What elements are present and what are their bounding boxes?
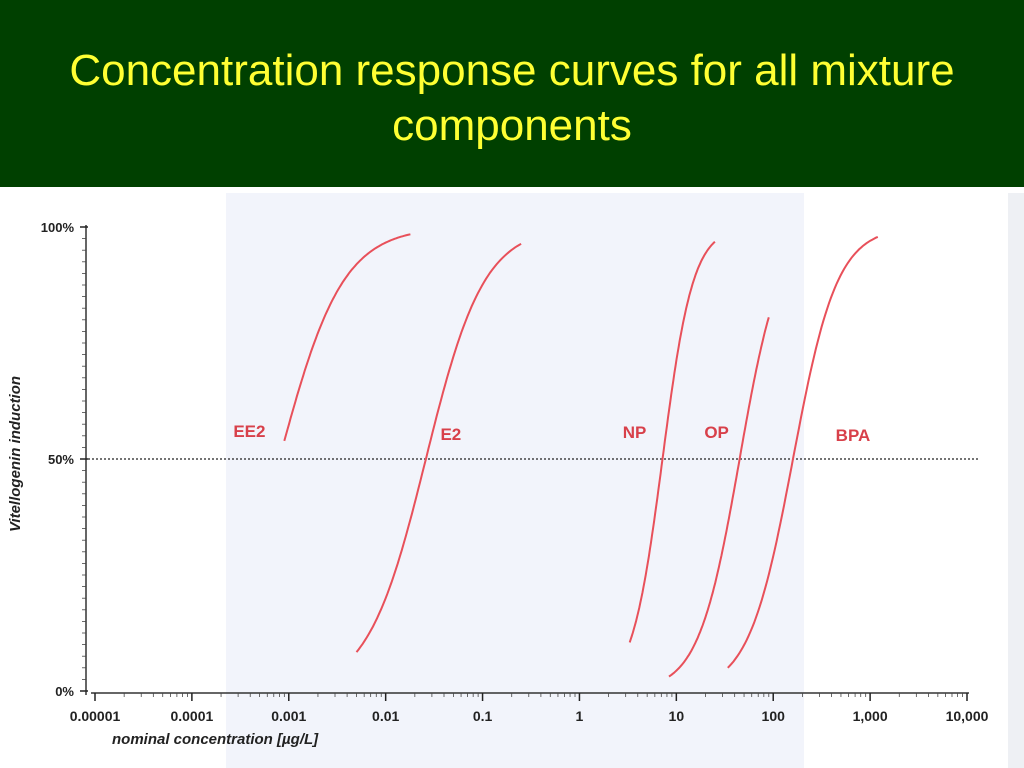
curve-ee2 [283,233,411,442]
x-tick-label: 0.01 [372,708,399,724]
y-tick-label: 50% [48,452,74,467]
right-edge-shade [1008,193,1024,768]
slide-title: Concentration response curves for all mi… [69,45,955,150]
x-tick-label: 1,000 [853,708,888,724]
curve-labels-group: EE2 E2 NP OP BPA [233,422,870,445]
x-tick-label: 1 [576,708,584,724]
curve-bpa [727,235,879,669]
curve-label-e2: E2 [440,425,461,444]
x-tick-label: 10 [669,708,685,724]
x-axis-title: nominal concentration [µg/L] [112,731,319,748]
x-tick-label: 10,000 [946,708,989,724]
curve-label-op: OP [704,423,729,442]
curve-op [668,317,770,678]
y-axis-title: Vitellogenin induction [7,376,24,532]
x-tick-label: 0.001 [271,708,306,724]
curves-group [283,233,879,678]
x-tick-label: 0.1 [473,708,493,724]
curve-np [628,240,716,643]
curve-label-ee2: EE2 [233,422,265,441]
x-tick-label: 100 [762,708,786,724]
y-tick-label: 100% [41,220,75,235]
x-tick-label: 0.00001 [70,708,121,724]
curve-label-bpa: BPA [836,426,871,445]
chart-area: 0% 50% 100% 0.00001 0.0001 0.001 0.01 0.1 1 10 100… [0,187,1024,768]
chart-panel-background [226,193,804,768]
y-tick-label: 0% [55,684,74,699]
slide-header: Concentration response curves for all mi… [0,0,1024,187]
curve-label-np: NP [623,423,647,442]
concentration-response-chart: 0% 50% 100% 0.00001 0.0001 0.001 0.01 0.1 1 10 100… [7,193,1024,768]
x-tick-label: 0.0001 [170,708,213,724]
curve-e2 [355,242,522,653]
axes-group: 0% 50% 100% 0.00001 0.0001 0.001 0.01 0.1 1 10 100… [41,220,989,724]
